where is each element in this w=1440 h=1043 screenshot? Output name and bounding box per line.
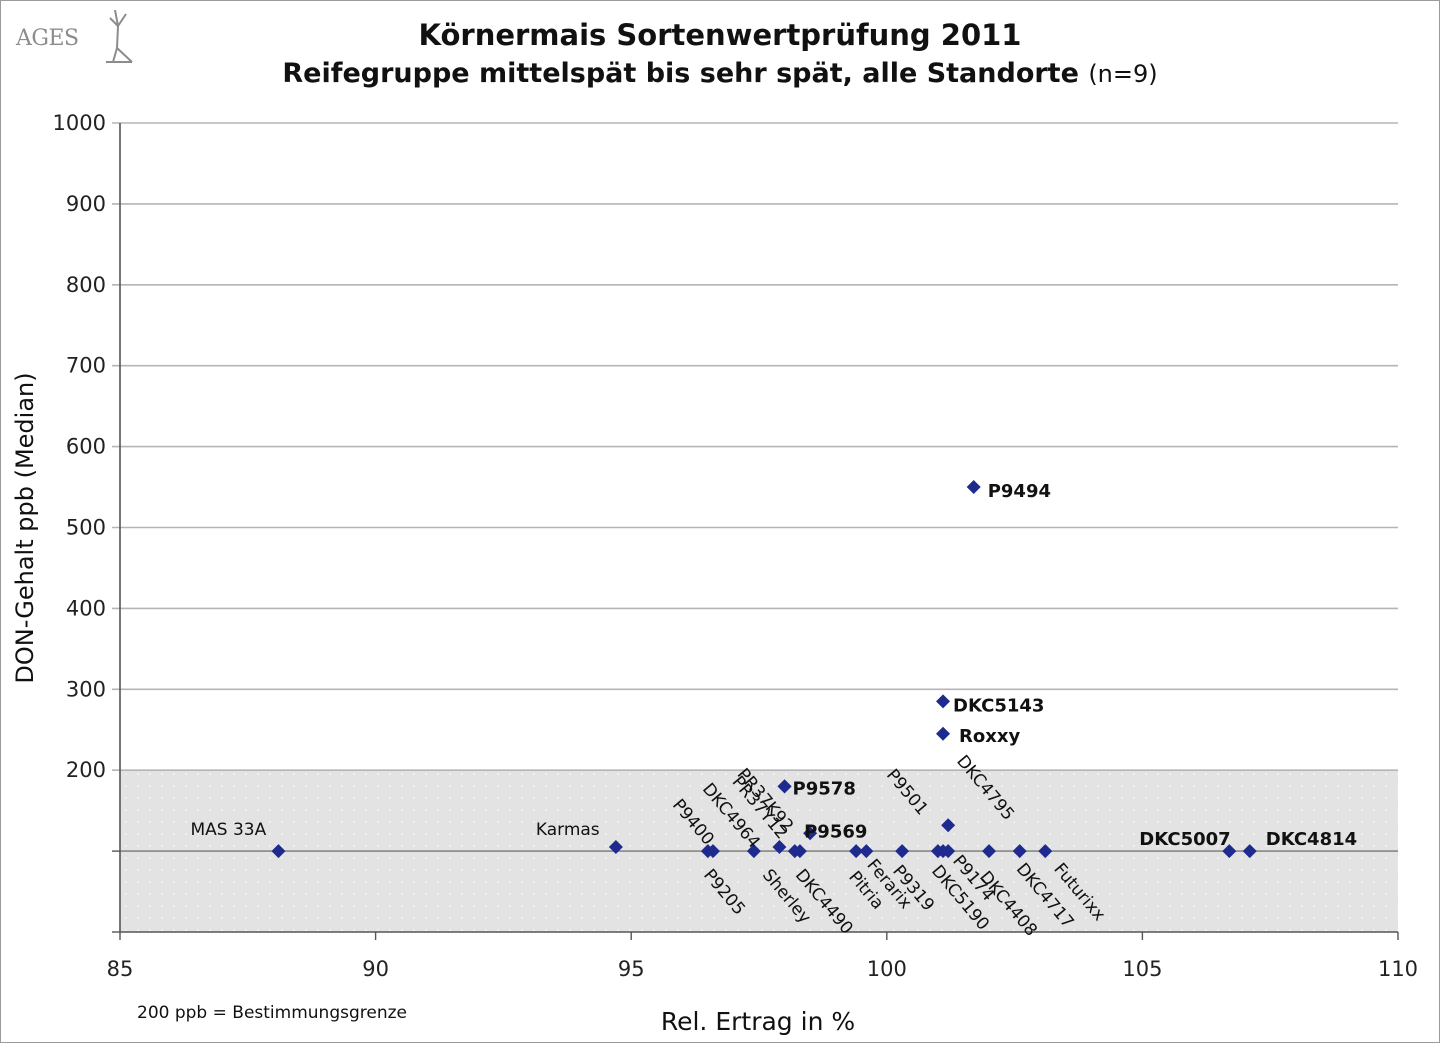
y-tick-label: 500 [66, 516, 106, 540]
x-axis-label: Rel. Ertrag in % [661, 1007, 855, 1036]
data-point [849, 844, 864, 859]
ages-figure-icon [106, 9, 133, 63]
data-point-label: MAS 33A [190, 820, 266, 840]
data-point-label: DKC4814 [1266, 829, 1357, 850]
data-point-label: P9578 [793, 778, 856, 799]
y-tick-label: 800 [66, 273, 106, 297]
subtitle-main: Reifegruppe mittelspät bis sehr spät, al… [282, 58, 1079, 89]
y-tick-label: 1000 [53, 111, 106, 135]
data-point [859, 844, 874, 859]
data-point-label: P9569 [804, 821, 867, 842]
y-tick-label: 900 [66, 192, 106, 216]
y-tick-label: 400 [66, 596, 106, 620]
footnote: 200 ppb = Bestimmungsgrenze [137, 1003, 407, 1023]
data-point [608, 840, 623, 855]
logo-text: AGES [16, 26, 79, 51]
y-axis-label: DON-Gehalt ppb (Median) [11, 372, 39, 683]
data-point [777, 779, 792, 794]
data-point-label: DKC5007 [1139, 829, 1230, 850]
data-point [1222, 844, 1237, 859]
ages-logo: AGES [14, 4, 133, 64]
data-point [895, 844, 910, 859]
data-point [936, 694, 951, 709]
x-tick-label: 95 [618, 957, 645, 981]
chart-subtitle: Reifegruppe mittelspät bis sehr spät, al… [0, 58, 1440, 89]
y-tick-label: 600 [66, 435, 106, 459]
chart-title: Körnermais Sortenwertprüfung 2011 [418, 18, 1022, 52]
data-point [772, 840, 787, 855]
y-tick-label: 300 [66, 677, 106, 701]
data-point [1012, 844, 1027, 859]
data-point [705, 844, 720, 859]
data-point-label: DKC5143 [953, 695, 1044, 716]
data-point [1242, 844, 1257, 859]
y-tick-label: 700 [66, 354, 106, 378]
data-point [941, 818, 956, 833]
x-tick-label: 105 [1122, 957, 1162, 981]
x-tick-label: 85 [107, 957, 134, 981]
data-point [941, 844, 956, 859]
x-tick-label: 100 [867, 957, 907, 981]
data-point [966, 480, 981, 495]
data-point-label: P9494 [988, 481, 1051, 502]
data-point [746, 844, 761, 859]
data-point [1038, 844, 1053, 859]
data-point [787, 844, 802, 859]
y-tick-label: 200 [66, 758, 106, 782]
data-point-label: Karmas [536, 820, 600, 840]
data-point [803, 826, 818, 841]
data-point [982, 844, 997, 859]
data-point [271, 844, 286, 859]
data-point [936, 726, 951, 741]
x-tick-label: 110 [1378, 957, 1418, 981]
subtitle-n: (n=9) [1088, 60, 1158, 88]
x-tick-label: 90 [362, 957, 389, 981]
data-point-label: Roxxy [959, 726, 1020, 747]
